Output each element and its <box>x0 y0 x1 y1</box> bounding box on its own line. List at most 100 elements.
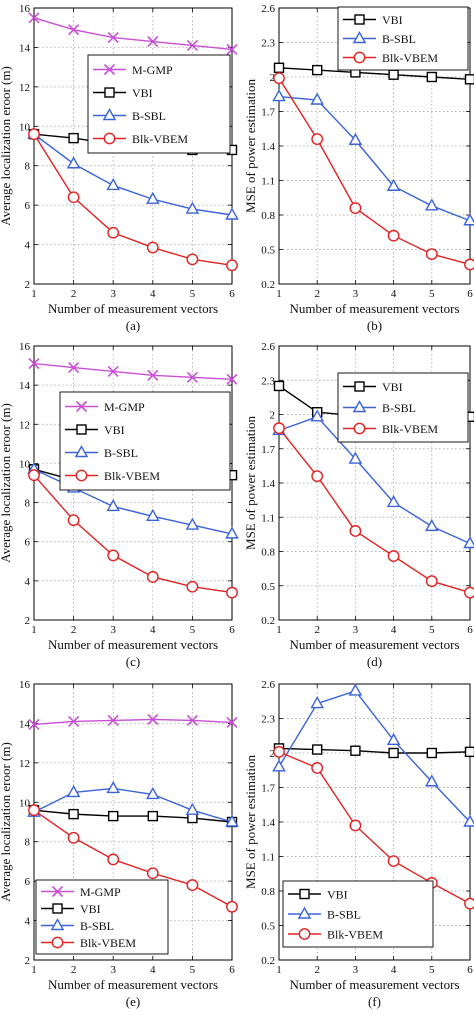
series-line-vbi <box>278 67 471 80</box>
legend-item-blk-vbem: Blk-VBEM <box>65 469 160 483</box>
y-tick-label: 6 <box>25 537 31 549</box>
y-tick-label: 12 <box>19 82 30 94</box>
y-tick-label: 10 <box>19 797 31 809</box>
legend: VBI B-SBL Blk-VBEM <box>337 6 469 71</box>
y-axis-label: MSE of power estimation <box>243 79 258 213</box>
y-tick-label: 1.7 <box>261 107 275 119</box>
data-point-m-gmp <box>28 358 40 370</box>
data-point-blk-vbem <box>464 258 474 271</box>
data-point-blk-vbem <box>349 525 362 537</box>
y-axis: 0.2 0.5 0.8 1.1 1.4 1.7 2 2.3 2.6 <box>261 3 470 291</box>
data-point-b-sbl <box>310 92 324 105</box>
data-point-b-sbl <box>66 156 81 169</box>
y-tick-label: 16 <box>19 3 31 15</box>
panel-b: 1 2 3 4 5 6 0.2 0.5 0.8 1.1 1.4 1.7 2 2.3 2.6 Number of… <box>243 3 474 333</box>
data-point-m-gmp <box>226 373 238 385</box>
legend-box <box>59 391 231 491</box>
x-tick-label: 5 <box>190 964 196 976</box>
legend-label: Blk-VBEM <box>80 936 136 950</box>
data-point-m-gmp <box>28 12 40 24</box>
y-axis-label: MSE of power estimation <box>243 416 258 550</box>
y-tick-label: 0.2 <box>261 955 275 967</box>
y-tick-label: 0.8 <box>261 210 275 222</box>
x-tick-label: 1 <box>276 288 282 300</box>
data-point-vbi <box>147 810 159 822</box>
y-tick-label: 2.3 <box>261 38 275 50</box>
x-tick-label: 3 <box>353 624 359 636</box>
series-line-m-gmp <box>33 718 233 726</box>
series-line-blk-vbem <box>278 427 471 594</box>
data-point-blk-vbem <box>464 586 474 599</box>
y-tick-label: 1.4 <box>261 817 275 829</box>
x-tick-label: 4 <box>391 964 397 976</box>
legend-item-b-sbl: B-SBL <box>41 918 114 933</box>
y-tick-label: 0.5 <box>261 581 275 593</box>
y-tick-label: 10 <box>19 121 31 133</box>
data-point-m-gmp <box>107 32 119 44</box>
y-tick-label: 0.5 <box>261 921 275 933</box>
legend-item-m-gmp: M-GMP <box>93 63 173 77</box>
legend-item-m-gmp: M-GMP <box>65 400 145 414</box>
data-point-b-sbl <box>272 759 286 772</box>
data-point-b-sbl <box>106 177 120 191</box>
legend-marker <box>353 51 366 64</box>
legend-item-m-gmp: M-GMP <box>41 885 121 899</box>
legend-marker <box>353 422 366 435</box>
data-point-blk-vbem <box>311 133 324 146</box>
legend-item-b-sbl: B-SBL <box>65 445 138 460</box>
data-point-m-gmp <box>68 715 80 728</box>
data-point-b-sbl <box>185 802 200 815</box>
data-point-b-sbl <box>146 191 160 204</box>
data-point-blk-vbem <box>226 586 238 599</box>
legend-marker <box>51 885 64 898</box>
legend: VBI B-SBL Blk-VBEM <box>337 372 469 443</box>
series-line-b-sbl <box>278 415 471 545</box>
data-point-b-sbl <box>272 89 286 102</box>
legend-marker <box>298 928 311 940</box>
series-vbi <box>273 62 474 85</box>
series-m-gmp <box>28 12 238 55</box>
data-point-m-gmp <box>68 24 80 36</box>
x-tick-label: 2 <box>314 288 320 300</box>
y-tick-label: 0.8 <box>261 547 275 559</box>
y-axis: 0.2 0.5 0.8 1.1 1.4 1.7 2 2.3 2.6 <box>261 679 470 967</box>
legend-item-vbi: VBI <box>41 902 101 916</box>
x-axis: 1 2 3 4 5 6 <box>31 346 235 636</box>
x-tick-label: 3 <box>110 288 116 300</box>
legend-item-blk-vbem: Blk-VBEM <box>93 132 188 146</box>
data-point-vbi <box>312 64 323 76</box>
series-blk-vbem <box>273 72 474 271</box>
data-point-b-sbl <box>386 732 401 746</box>
y-tick-label: 2.3 <box>261 375 275 387</box>
y-tick-label: 2 <box>25 615 31 627</box>
series-b-sbl <box>272 683 474 827</box>
legend-label: Blk-VBEM <box>104 469 160 483</box>
y-tick-label: 14 <box>19 380 31 392</box>
series-line-blk-vbem <box>33 474 233 594</box>
y-tick-label: 2 <box>25 955 31 967</box>
data-point-vbi <box>388 747 399 759</box>
caption: (d) <box>367 654 382 669</box>
legend: M-GMP VBI B-SBL Blk-VBEM <box>87 54 231 154</box>
y-tick-label: 16 <box>19 679 31 691</box>
x-tick-label: 2 <box>71 964 77 976</box>
series-line-blk-vbem <box>278 751 471 905</box>
data-point-m-gmp <box>226 716 238 729</box>
y-tick-label: 2.6 <box>261 3 275 15</box>
x-tick-label: 3 <box>110 624 116 636</box>
x-axis: 1 2 3 4 5 6 <box>31 684 235 976</box>
legend-label: B-SBL <box>132 109 166 123</box>
series-line-b-sbl <box>33 787 233 823</box>
data-point-blk-vbem <box>349 202 362 215</box>
series-line-vbi <box>278 747 471 754</box>
panel-d: 1 2 3 4 5 6 0.2 0.5 0.8 1.1 1.4 1.7 2 2.3 2.6 Number of… <box>243 341 474 669</box>
x-axis: 1 2 3 4 5 6 <box>276 8 473 300</box>
data-point-b-sbl <box>310 409 324 422</box>
series-line-blk-vbem <box>278 77 471 266</box>
data-point-blk-vbem <box>28 128 40 141</box>
x-tick-label: 1 <box>31 288 37 300</box>
legend-item-blk-vbem: Blk-VBEM <box>41 936 136 950</box>
y-tick-label: 2 <box>25 279 31 291</box>
data-point-blk-vbem <box>67 191 80 204</box>
